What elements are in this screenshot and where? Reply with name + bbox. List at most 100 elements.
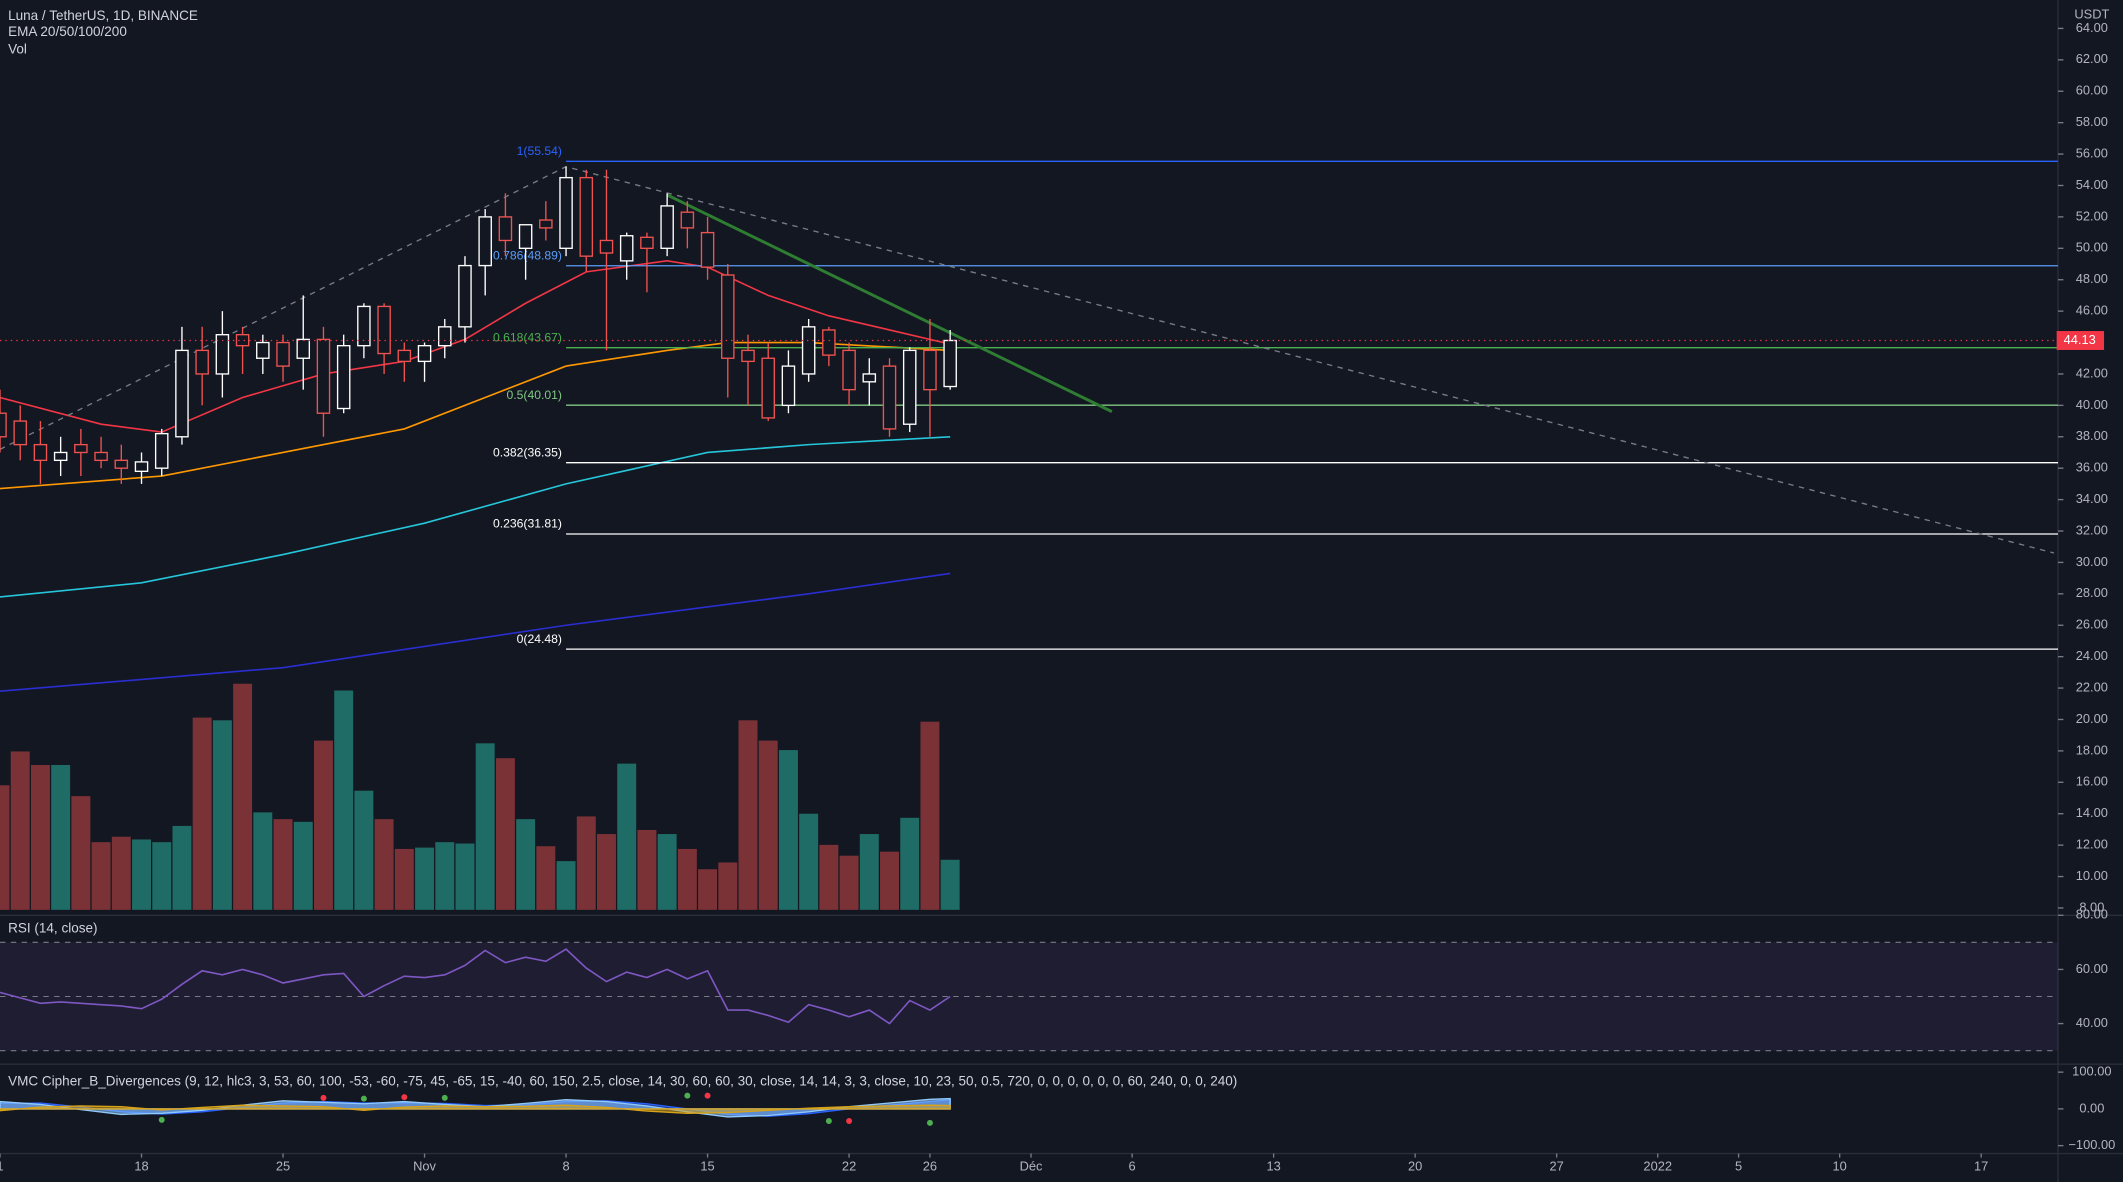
volume-bar: [71, 796, 91, 910]
ema-line: [0, 341, 951, 490]
candle-body: [923, 349, 937, 391]
volume-bar: [475, 743, 495, 910]
rsi-line: [0, 948, 951, 1025]
volume-bar: [516, 819, 536, 910]
candle-body: [74, 443, 88, 454]
y-tick-label: 16.00: [2076, 774, 2108, 789]
chart-title: Luna / TetherUS, 1D, BINANCE: [8, 8, 198, 23]
trend-line: [666, 193, 1113, 413]
volume-bar: [172, 825, 192, 910]
currency-label: USDT: [2074, 6, 2109, 21]
candle-body: [235, 334, 250, 347]
wave-area: [0, 1104, 951, 1114]
volume-bar: [354, 790, 374, 910]
volume-bar: [455, 843, 475, 910]
y-tick-label: 22.00: [2076, 679, 2108, 694]
candle-body: [336, 345, 351, 410]
volume-bar: [273, 819, 293, 910]
candle-body: [842, 349, 856, 391]
candle-body: [781, 365, 796, 407]
y-tick-label: 18.00: [2076, 742, 2108, 757]
x-tick-label: 13: [1266, 1158, 1280, 1173]
y-tick-label: 40.00: [2076, 1015, 2108, 1030]
signal-dot: [704, 1092, 711, 1099]
volume-bar: [617, 763, 637, 910]
volume-bar: [435, 842, 455, 910]
volume-bar: [374, 819, 394, 910]
candle-body: [154, 432, 169, 469]
volume-bar: [212, 720, 232, 910]
volume-bar: [718, 862, 738, 910]
candle-body: [862, 373, 877, 383]
volume-bar: [597, 834, 616, 910]
candle-body: [13, 420, 27, 446]
y-tick-label: 24.00: [2076, 648, 2108, 663]
y-tick-label: 54.00: [2076, 177, 2108, 192]
volume-bar: [940, 859, 960, 910]
plot-layer: 64.0062.0060.0058.0056.0054.0052.0050.00…: [0, 20, 2115, 1173]
fib-level-label: 0.236(31.81): [493, 517, 562, 531]
signal-dot: [158, 1116, 165, 1123]
fib-level-label: 0.786(48.89): [493, 248, 562, 262]
y-tick-label: 46.00: [2076, 303, 2108, 318]
x-tick-label: 15: [700, 1158, 714, 1173]
candle-body: [437, 326, 452, 347]
x-tick-label: 17: [1974, 1158, 1988, 1173]
fib-level-label: 0.618(43.67): [493, 330, 562, 344]
y-tick-label: 80.00: [2076, 907, 2108, 922]
candle-body: [134, 461, 149, 473]
y-tick-label: 50.00: [2076, 240, 2108, 255]
candle-body: [296, 338, 311, 359]
volume-bar: [637, 829, 657, 910]
signal-dot: [441, 1094, 448, 1101]
x-tick-label: 8: [562, 1158, 569, 1173]
y-tick-label: 58.00: [2076, 114, 2108, 129]
y-tick-label: 32.00: [2076, 522, 2108, 537]
signal-dot: [825, 1118, 832, 1124]
volume-bar: [192, 717, 212, 910]
candle-body: [33, 443, 48, 462]
fib-level-label: 0(24.48): [517, 632, 562, 646]
volume-bar: [556, 861, 576, 910]
volume-bar: [677, 848, 697, 910]
fib-level-label: 1(55.54): [517, 144, 562, 158]
candle-body: [195, 349, 209, 375]
volume-bar: [738, 720, 758, 910]
signal-dot: [320, 1094, 327, 1101]
volume-bar: [394, 848, 414, 910]
y-tick-label: 52.00: [2076, 208, 2108, 223]
volume-bar: [313, 740, 333, 910]
x-tick-label: 10: [1833, 1158, 1847, 1173]
y-tick-label: 28.00: [2076, 585, 2108, 600]
y-tick-label: 64.00: [2076, 20, 2108, 35]
x-tick-label: Déc: [1020, 1158, 1043, 1173]
signal-dot: [360, 1095, 367, 1102]
volume-bar: [415, 847, 435, 910]
candle-body: [458, 264, 472, 328]
volume-bar: [30, 764, 50, 910]
volume-bar: [495, 758, 515, 910]
candle-body: [741, 349, 755, 363]
x-tick-label: 2022: [1643, 1158, 1672, 1173]
y-tick-label: −100.00: [2068, 1137, 2115, 1152]
volume-bar: [920, 721, 940, 910]
candle-body: [377, 305, 391, 355]
volume-bar: [111, 836, 131, 910]
candle-body: [660, 205, 674, 249]
y-tick-label: 42.00: [2076, 365, 2108, 380]
volume-bar: [233, 683, 253, 910]
signal-dot: [401, 1094, 408, 1101]
candle-body: [761, 357, 775, 419]
candle-body: [599, 239, 614, 254]
candle-body: [619, 235, 634, 262]
x-tick-label: 5: [1735, 1158, 1742, 1173]
candle-body: [114, 459, 129, 469]
volume-bar: [293, 821, 313, 910]
candle-body: [276, 341, 290, 367]
volume-bar: [799, 813, 819, 910]
x-tick-label: 6: [1129, 1158, 1136, 1173]
candle-body: [902, 349, 917, 425]
